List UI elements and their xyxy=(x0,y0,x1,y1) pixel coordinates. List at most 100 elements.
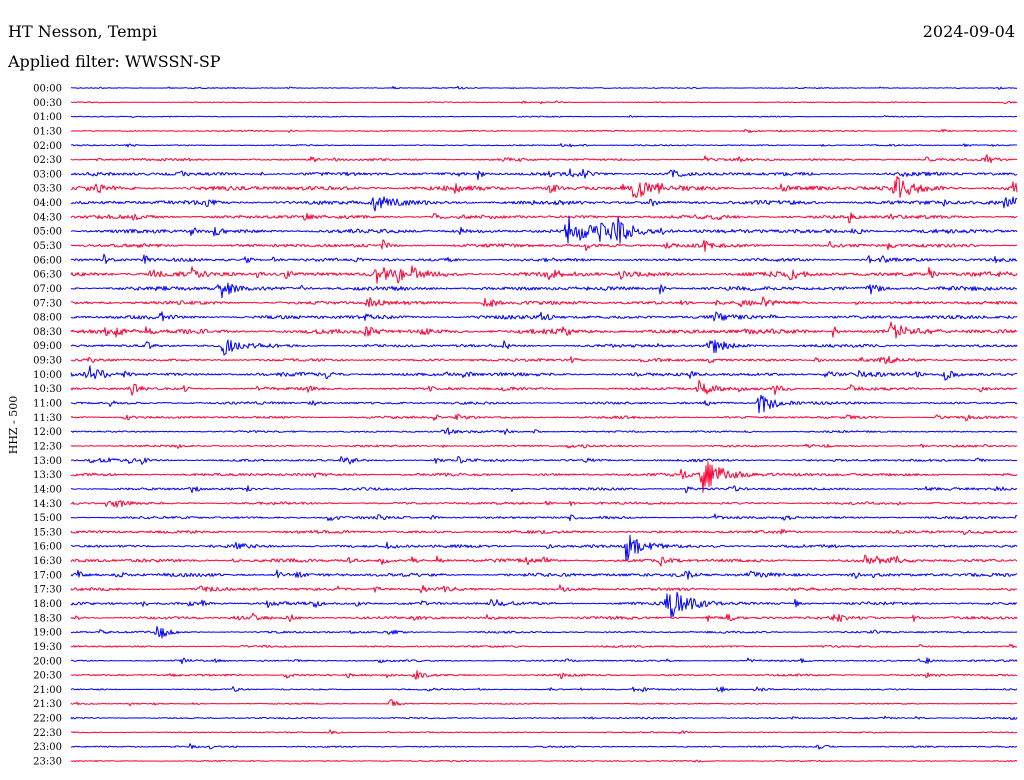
time-label: 01:00 xyxy=(33,112,62,123)
seismic-trace xyxy=(70,176,1018,199)
time-label: 05:30 xyxy=(33,241,62,252)
seismic-trace xyxy=(70,513,1018,522)
seismic-trace xyxy=(70,686,1018,693)
time-label: 07:30 xyxy=(33,298,62,309)
filter-label: Applied filter: WWSSN-SP xyxy=(7,52,221,71)
time-label: 14:30 xyxy=(33,499,62,510)
time-label: 02:00 xyxy=(33,141,62,152)
time-label: 04:30 xyxy=(33,212,62,223)
time-label: 10:00 xyxy=(33,370,62,381)
time-label: 08:30 xyxy=(33,327,62,338)
seismic-trace xyxy=(70,311,1018,322)
seismic-trace xyxy=(70,379,1018,396)
time-label: 15:30 xyxy=(33,527,62,538)
seismic-trace xyxy=(70,212,1018,224)
seismic-trace xyxy=(70,729,1018,735)
time-label: 19:30 xyxy=(33,642,62,653)
seismic-trace xyxy=(70,443,1018,449)
seismic-trace xyxy=(70,143,1018,148)
time-label: 05:00 xyxy=(33,227,62,238)
seismic-trace xyxy=(70,584,1017,594)
seismic-trace xyxy=(70,115,1018,118)
time-label: 12:30 xyxy=(33,442,62,453)
seismic-trace xyxy=(70,554,1018,567)
time-label: 07:00 xyxy=(33,284,62,295)
seismic-trace xyxy=(70,456,1018,465)
time-label: 13:30 xyxy=(33,470,62,481)
seismic-trace xyxy=(70,528,1018,536)
time-label: 19:00 xyxy=(33,628,62,639)
seismic-trace xyxy=(70,215,1018,244)
time-label: 14:00 xyxy=(33,484,62,495)
seismic-trace xyxy=(70,427,1018,436)
time-label: 22:00 xyxy=(33,714,62,725)
seismic-trace xyxy=(70,643,1018,649)
time-label: 21:30 xyxy=(33,699,62,710)
seismic-trace xyxy=(70,394,1018,414)
time-label: 02:30 xyxy=(33,155,62,166)
date-label: 2024-09-04 xyxy=(923,22,1015,41)
seismic-trace xyxy=(70,168,1018,181)
time-label: 18:00 xyxy=(33,599,62,610)
time-label: 06:00 xyxy=(33,255,62,266)
time-label: 20:00 xyxy=(33,656,62,667)
time-label: 09:00 xyxy=(33,341,62,352)
seismic-trace xyxy=(71,296,1018,308)
seismic-trace xyxy=(70,321,1018,339)
seismic-trace xyxy=(70,100,1018,105)
seismic-trace xyxy=(71,128,1018,133)
time-label: 15:00 xyxy=(33,513,62,524)
seismic-trace xyxy=(70,461,1018,493)
seismic-trace xyxy=(70,591,1018,619)
seismic-trace xyxy=(70,743,1018,750)
seismic-trace xyxy=(70,500,1018,508)
seismic-trace xyxy=(70,253,1018,264)
traces xyxy=(70,85,1018,763)
seismic-trace xyxy=(70,339,1018,356)
time-label: 11:30 xyxy=(33,413,62,424)
y-axis-label: HHZ - 500 xyxy=(7,396,20,455)
seismic-trace xyxy=(70,265,1018,284)
time-label: 00:30 xyxy=(33,98,62,109)
time-label: 09:30 xyxy=(33,356,62,367)
time-label: 16:30 xyxy=(33,556,62,567)
time-label: 18:30 xyxy=(33,613,62,624)
seismic-trace xyxy=(70,355,1018,365)
seismic-trace xyxy=(71,657,1018,665)
seismic-trace xyxy=(70,699,1017,707)
time-label: 03:30 xyxy=(33,184,62,195)
time-label: 12:00 xyxy=(33,427,62,438)
seismic-trace xyxy=(70,239,1018,252)
time-label: 16:00 xyxy=(33,542,62,553)
time-label: 20:30 xyxy=(33,671,62,682)
seismic-trace xyxy=(70,85,1018,90)
time-label: 17:30 xyxy=(33,585,62,596)
time-label: 01:30 xyxy=(33,127,62,138)
time-label: 17:00 xyxy=(33,570,62,581)
seismic-trace xyxy=(70,154,1018,164)
time-label: 22:30 xyxy=(33,728,62,739)
time-label: 21:00 xyxy=(33,685,62,696)
time-label: 04:00 xyxy=(33,198,62,209)
seismic-trace xyxy=(70,612,1018,622)
time-label: 06:30 xyxy=(33,270,62,281)
seismic-trace xyxy=(70,196,1018,212)
time-label: 23:00 xyxy=(33,742,62,753)
time-label: 23:30 xyxy=(33,757,62,768)
time-label: 10:30 xyxy=(33,384,62,395)
seismic-trace xyxy=(70,365,1018,381)
seismic-trace xyxy=(70,715,1018,720)
time-label: 13:00 xyxy=(33,456,62,467)
seismic-trace xyxy=(70,759,1018,763)
seismic-trace xyxy=(70,569,1018,580)
time-label: 00:00 xyxy=(33,84,62,95)
time-label: 08:00 xyxy=(33,313,62,324)
seismic-trace xyxy=(70,413,1018,422)
seismic-trace xyxy=(70,282,1018,299)
seismic-trace xyxy=(71,485,1018,494)
time-label: 11:00 xyxy=(33,399,62,410)
time-label: 03:00 xyxy=(33,169,62,180)
seismic-trace xyxy=(70,534,1018,562)
seismic-trace xyxy=(70,625,1018,639)
